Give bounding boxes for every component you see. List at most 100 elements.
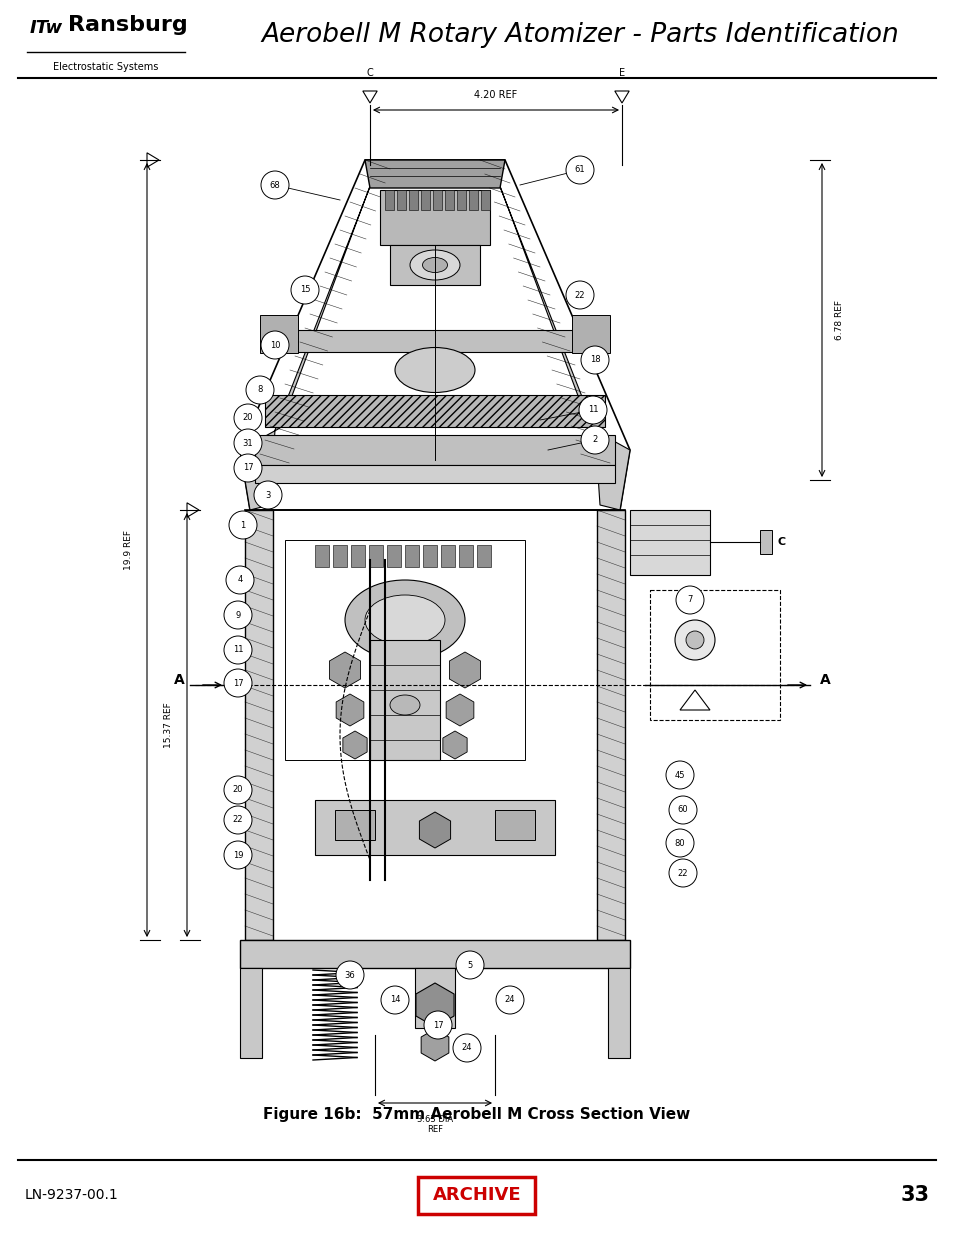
Circle shape bbox=[578, 396, 606, 424]
Text: 3: 3 bbox=[265, 490, 271, 499]
Bar bbox=[422, 545, 436, 567]
Text: 33: 33 bbox=[900, 1186, 929, 1205]
Bar bbox=[240, 940, 629, 968]
Text: 80: 80 bbox=[674, 839, 684, 847]
Text: 20: 20 bbox=[233, 785, 243, 794]
Bar bbox=[440, 545, 455, 567]
Bar bbox=[572, 315, 609, 353]
Bar bbox=[265, 395, 604, 427]
Circle shape bbox=[261, 170, 289, 199]
Bar bbox=[607, 968, 629, 1058]
Circle shape bbox=[224, 806, 252, 834]
Text: A: A bbox=[820, 673, 830, 687]
Text: 19.9 REF: 19.9 REF bbox=[124, 530, 132, 571]
Bar bbox=[458, 545, 473, 567]
Circle shape bbox=[565, 156, 594, 184]
Circle shape bbox=[668, 860, 697, 887]
Text: A: A bbox=[174, 673, 185, 687]
Bar bbox=[469, 190, 477, 210]
Bar bbox=[245, 510, 273, 940]
Text: E: E bbox=[618, 68, 624, 78]
Text: ITw: ITw bbox=[30, 19, 63, 37]
Text: 19: 19 bbox=[233, 851, 243, 860]
Circle shape bbox=[291, 275, 318, 304]
Text: 18: 18 bbox=[589, 356, 599, 364]
Polygon shape bbox=[365, 161, 504, 188]
Bar bbox=[760, 530, 771, 555]
Bar bbox=[495, 810, 535, 840]
Text: 15.37 REF: 15.37 REF bbox=[164, 703, 172, 748]
Text: 20: 20 bbox=[242, 414, 253, 422]
Circle shape bbox=[229, 511, 256, 538]
Circle shape bbox=[380, 986, 409, 1014]
Circle shape bbox=[665, 829, 693, 857]
Text: 61: 61 bbox=[574, 165, 585, 174]
Bar bbox=[387, 545, 400, 567]
Ellipse shape bbox=[345, 580, 464, 659]
Circle shape bbox=[226, 566, 253, 594]
Circle shape bbox=[423, 1011, 452, 1039]
Bar bbox=[649, 590, 780, 720]
Circle shape bbox=[335, 961, 364, 989]
FancyBboxPatch shape bbox=[418, 1177, 535, 1214]
Text: 11: 11 bbox=[233, 646, 243, 655]
Text: Aerobell M Rotary Atomizer - Parts Identification: Aerobell M Rotary Atomizer - Parts Ident… bbox=[261, 22, 898, 48]
Circle shape bbox=[261, 331, 289, 359]
Text: 22: 22 bbox=[677, 868, 687, 878]
Polygon shape bbox=[187, 503, 199, 517]
Text: 14: 14 bbox=[390, 995, 400, 1004]
Bar bbox=[379, 190, 490, 245]
Text: 17: 17 bbox=[433, 1020, 443, 1030]
Bar bbox=[335, 810, 375, 840]
Bar bbox=[285, 540, 524, 760]
Polygon shape bbox=[147, 153, 159, 167]
Circle shape bbox=[676, 585, 703, 614]
Circle shape bbox=[224, 669, 252, 697]
Bar bbox=[405, 545, 418, 567]
Text: ARCHIVE: ARCHIVE bbox=[433, 1186, 520, 1204]
Bar bbox=[629, 510, 709, 576]
Circle shape bbox=[246, 375, 274, 404]
Text: 10: 10 bbox=[270, 341, 280, 350]
Text: 68: 68 bbox=[270, 180, 280, 189]
Bar bbox=[240, 968, 262, 1058]
Circle shape bbox=[233, 454, 262, 482]
Text: 1: 1 bbox=[240, 520, 245, 530]
Text: 8: 8 bbox=[257, 385, 262, 394]
Polygon shape bbox=[679, 690, 709, 710]
Bar bbox=[433, 190, 441, 210]
Bar bbox=[420, 190, 430, 210]
Text: 24: 24 bbox=[461, 1044, 472, 1052]
Circle shape bbox=[668, 797, 697, 824]
Circle shape bbox=[224, 776, 252, 804]
Polygon shape bbox=[614, 91, 629, 103]
Ellipse shape bbox=[422, 258, 447, 273]
Ellipse shape bbox=[395, 347, 475, 393]
Bar bbox=[409, 190, 417, 210]
Circle shape bbox=[580, 426, 608, 454]
Ellipse shape bbox=[675, 620, 714, 659]
Text: LN-9237-00.1: LN-9237-00.1 bbox=[25, 1188, 118, 1202]
Text: Figure 16b:  57mm Aerobell M Cross Section View: Figure 16b: 57mm Aerobell M Cross Sectio… bbox=[263, 1108, 690, 1123]
Text: 3.63 DIA
REF: 3.63 DIA REF bbox=[416, 1115, 453, 1135]
Polygon shape bbox=[362, 91, 376, 103]
Text: 6.78 REF: 6.78 REF bbox=[834, 300, 843, 340]
Text: 60: 60 bbox=[677, 805, 688, 815]
Ellipse shape bbox=[410, 249, 459, 280]
Bar bbox=[254, 435, 615, 466]
Bar bbox=[480, 190, 490, 210]
Text: 11: 11 bbox=[587, 405, 598, 415]
Bar bbox=[385, 190, 394, 210]
Circle shape bbox=[224, 841, 252, 869]
Text: 22: 22 bbox=[233, 815, 243, 825]
Bar bbox=[390, 245, 479, 285]
Text: Electrostatic Systems: Electrostatic Systems bbox=[53, 62, 158, 72]
Ellipse shape bbox=[390, 695, 419, 715]
Bar bbox=[444, 190, 454, 210]
Ellipse shape bbox=[365, 595, 444, 645]
Bar bbox=[254, 466, 615, 483]
Circle shape bbox=[665, 761, 693, 789]
Text: 15: 15 bbox=[299, 285, 310, 294]
Bar bbox=[260, 315, 297, 353]
Text: 36: 36 bbox=[344, 971, 355, 979]
